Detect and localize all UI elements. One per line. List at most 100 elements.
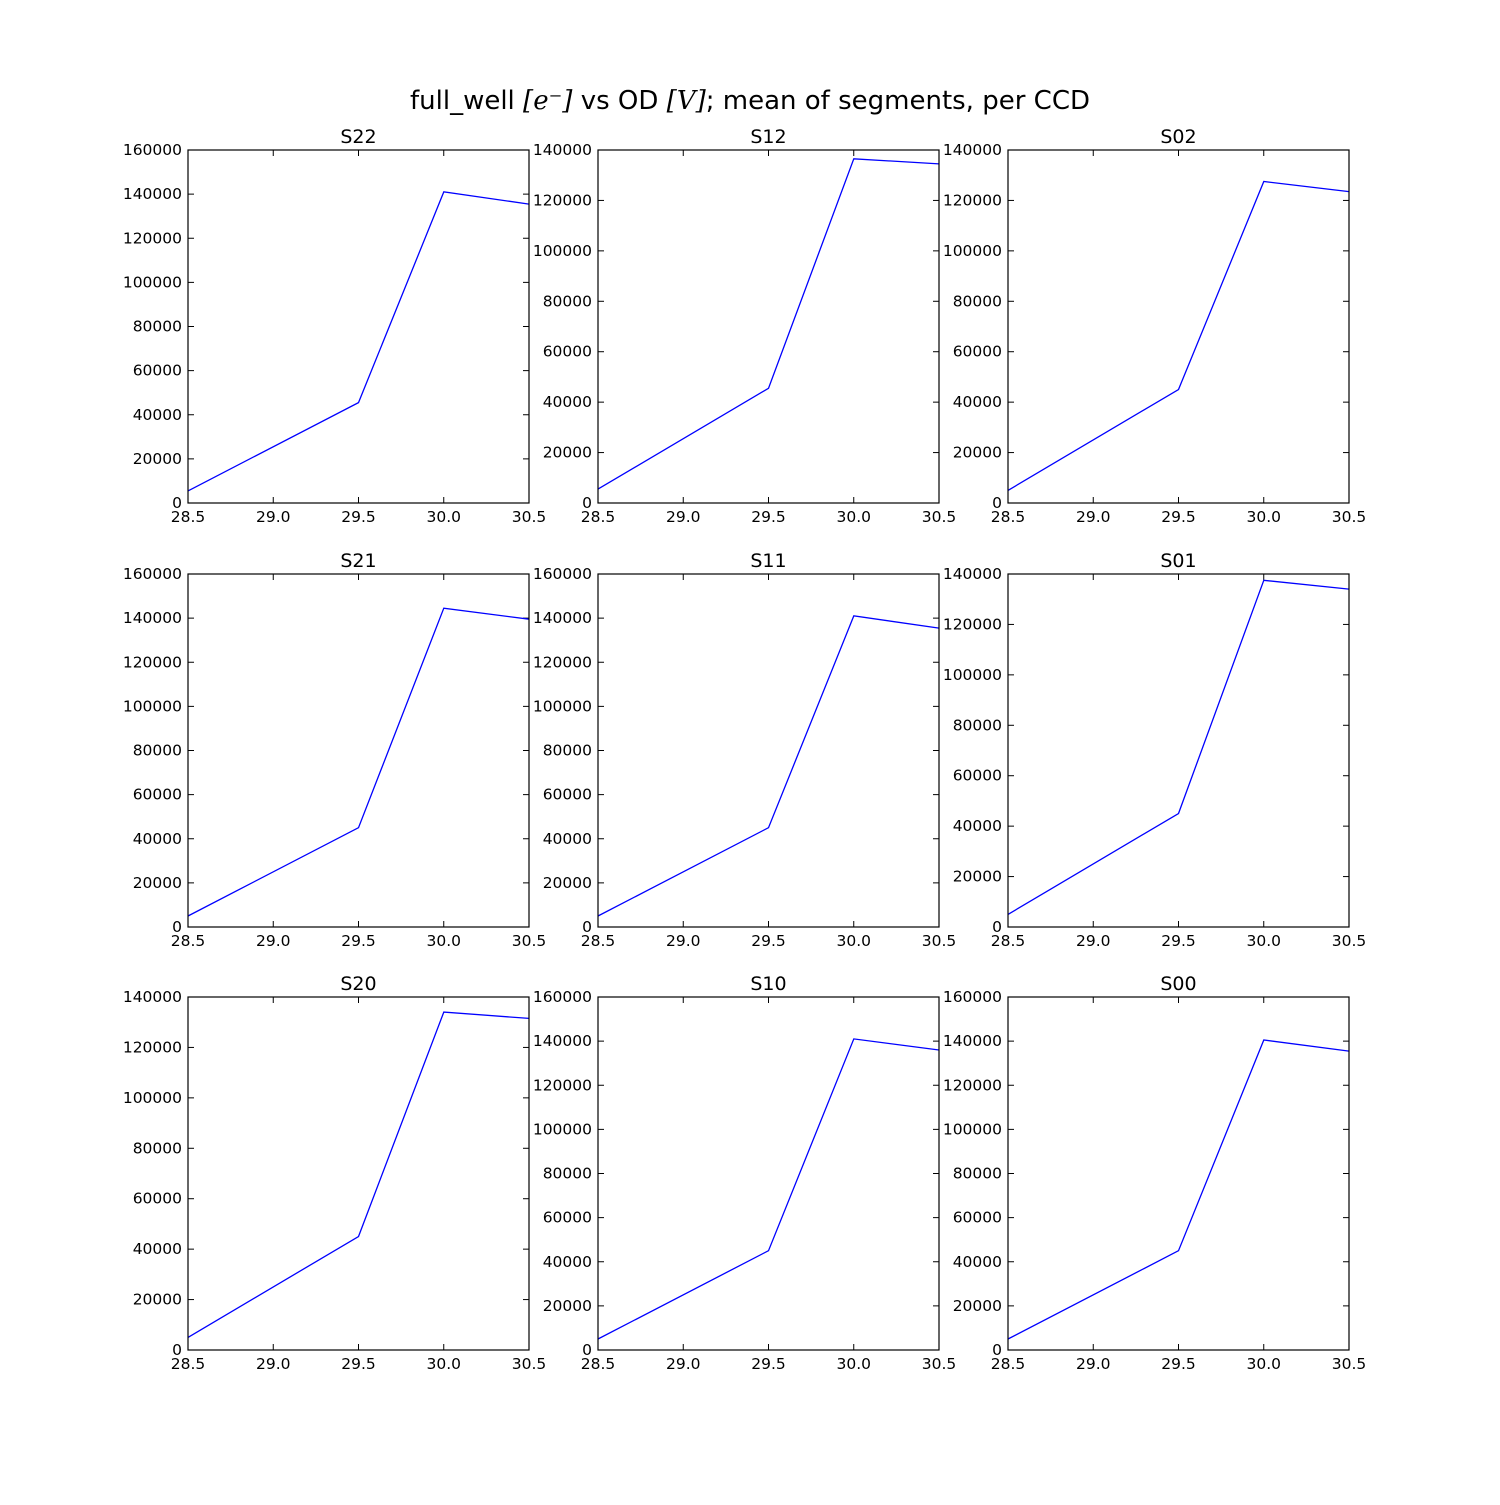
x-tick-label: 29.0	[666, 932, 701, 950]
y-tick-label: 140000	[943, 565, 1002, 583]
y-tick-label: 60000	[543, 786, 592, 804]
series-line	[187, 607, 530, 917]
y-tick-label: 60000	[133, 1190, 182, 1208]
subplot-s20: S20 28.5 29.0 29.5 30.0 30.5 0 20000 40000 60000 8…	[123, 973, 546, 1373]
y-tick-label: 20000	[543, 444, 592, 462]
axes-frame	[1007, 573, 1350, 928]
x-tick-label: 30.0	[426, 1355, 461, 1373]
y-tick-label: 20000	[133, 1291, 182, 1309]
subplot-title: S20	[340, 973, 376, 995]
x-tick-label: 30.5	[922, 508, 957, 526]
subplot-s21: S21 28.5 29.0 29.5 30.0 30.5 0 20000 40000 60000 8…	[123, 550, 546, 950]
y-tick-label: 60000	[953, 343, 1002, 361]
x-tick-label: 30.5	[922, 1355, 957, 1373]
y-tick-label: 40000	[953, 1253, 1002, 1271]
x-tick-label: 28.5	[991, 508, 1026, 526]
y-tick-label: 100000	[533, 1120, 592, 1138]
x-tick-label: 30.0	[426, 508, 461, 526]
x-tick-label: 28.5	[991, 932, 1026, 950]
axes-frame	[597, 149, 940, 504]
y-tick-label: 40000	[543, 1253, 592, 1271]
y-tick-label: 100000	[533, 697, 592, 715]
y-tick-label: 20000	[953, 868, 1002, 886]
x-tick-label: 30.5	[512, 508, 547, 526]
axes-frame	[597, 996, 940, 1351]
y-tick-label: 120000	[943, 1076, 1002, 1094]
x-tick-label: 30.5	[512, 1355, 547, 1373]
y-tick-label: 80000	[543, 292, 592, 310]
x-tick-label: 30.0	[836, 1355, 871, 1373]
x-tick-label: 30.0	[836, 932, 871, 950]
y-tick-label: 0	[582, 494, 592, 512]
y-tick-label: 120000	[123, 1038, 182, 1056]
y-tick-label: 20000	[543, 1297, 592, 1315]
x-tick-label: 28.5	[581, 932, 616, 950]
series-line	[597, 158, 940, 490]
y-tick-label: 120000	[943, 615, 1002, 633]
subplot-title: S22	[340, 126, 376, 148]
y-tick-label: 140000	[533, 141, 592, 159]
subplot-s22: S22 28.5 29.0 29.5 30.0 30.5 0 20000 40000 60000 8…	[123, 126, 546, 526]
subplot-s10: S10 28.5 29.0 29.5 30.0 30.5 0 20000 40000 60000 8…	[533, 973, 956, 1373]
y-tick-label: 80000	[133, 742, 182, 760]
y-tick-label: 60000	[133, 786, 182, 804]
y-tick-label: 20000	[543, 874, 592, 892]
y-tick-label: 100000	[123, 697, 182, 715]
x-tick-label: 29.5	[751, 932, 786, 950]
suptitle-unit-volts: [V]	[666, 86, 706, 116]
y-tick-label: 80000	[133, 1139, 182, 1157]
y-tick-label: 100000	[533, 242, 592, 260]
y-tick-label: 0	[172, 918, 182, 936]
subplot-s02: S02 28.5 29.0 29.5 30.0 30.5 0 20000 40000 60000 8…	[943, 126, 1366, 526]
y-tick-label: 20000	[133, 874, 182, 892]
y-tick-label: 40000	[953, 393, 1002, 411]
series-line	[597, 615, 940, 917]
x-tick-label: 29.0	[1076, 932, 1111, 950]
y-tick-label: 40000	[133, 1240, 182, 1258]
y-tick-label: 140000	[123, 609, 182, 627]
y-tick-label: 60000	[953, 767, 1002, 785]
y-tick-label: 0	[172, 494, 182, 512]
series-line	[1007, 579, 1350, 915]
y-tick-label: 160000	[943, 988, 1002, 1006]
y-tick-label: 40000	[133, 406, 182, 424]
y-tick-label: 0	[992, 1341, 1002, 1359]
series-line	[1007, 180, 1350, 491]
x-tick-label: 29.5	[341, 932, 376, 950]
x-tick-label: 30.5	[1332, 508, 1367, 526]
y-tick-label: 160000	[533, 565, 592, 583]
y-tick-label: 160000	[123, 565, 182, 583]
suptitle-prefix: full_well	[409, 86, 524, 116]
y-tick-label: 80000	[543, 742, 592, 760]
x-tick-label: 29.5	[751, 1355, 786, 1373]
x-tick-label: 30.0	[426, 932, 461, 950]
series-line	[1007, 1039, 1350, 1340]
y-tick-label: 100000	[943, 242, 1002, 260]
x-tick-label: 29.5	[1161, 932, 1196, 950]
axes-frame	[1007, 996, 1350, 1351]
y-tick-label: 40000	[133, 830, 182, 848]
y-tick-label: 140000	[943, 141, 1002, 159]
y-tick-label: 20000	[953, 1297, 1002, 1315]
x-tick-label: 28.5	[991, 1355, 1026, 1373]
subplot-s01: S01 28.5 29.0 29.5 30.0 30.5 0 20000 40000 60000 8…	[943, 550, 1366, 950]
x-tick-label: 28.5	[171, 508, 206, 526]
x-tick-label: 30.0	[1246, 932, 1281, 950]
y-tick-label: 40000	[543, 393, 592, 411]
x-tick-label: 30.5	[1332, 932, 1367, 950]
axes-frame	[1007, 149, 1350, 504]
x-tick-label: 29.0	[1076, 508, 1111, 526]
y-tick-label: 100000	[943, 666, 1002, 684]
y-tick-label: 120000	[123, 653, 182, 671]
x-tick-label: 28.5	[171, 1355, 206, 1373]
y-tick-label: 80000	[953, 292, 1002, 310]
series-line	[187, 191, 530, 492]
suptitle-unit-electrons: [e⁻]	[523, 86, 573, 116]
y-tick-label: 140000	[123, 988, 182, 1006]
subplot-title: S12	[750, 126, 786, 148]
subplot-title: S01	[1160, 550, 1196, 572]
series-line	[187, 1011, 530, 1338]
subplot-s11: S11 28.5 29.0 29.5 30.0 30.5 0 20000 40000 60000 8…	[533, 550, 956, 950]
